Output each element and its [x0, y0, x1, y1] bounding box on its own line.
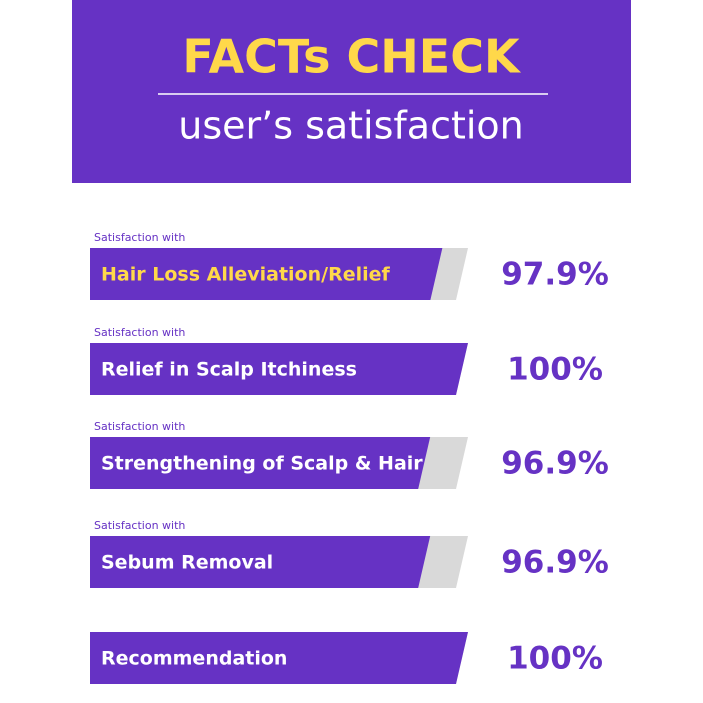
subtitle: user’s satisfaction — [178, 104, 524, 148]
title: FACTs CHECK — [182, 30, 522, 84]
bar-track — [418, 536, 468, 588]
bar-label: Recommendation — [101, 648, 287, 670]
bar-prefix: Satisfaction with — [94, 326, 185, 339]
bar — [90, 632, 468, 684]
bar — [90, 248, 443, 300]
header-panel — [72, 0, 631, 183]
value-label: 96.9% — [501, 446, 609, 482]
value-label: 97.9% — [501, 257, 609, 293]
bar — [90, 437, 431, 489]
value-label: 96.9% — [501, 545, 609, 581]
bar-prefix: Satisfaction with — [94, 420, 185, 433]
bar-track — [430, 248, 468, 300]
bar-label: Sebum Removal — [101, 552, 273, 574]
value-label: 100% — [507, 352, 603, 388]
bar-label: Hair Loss Alleviation/Relief — [101, 264, 390, 286]
bar-prefix: Satisfaction with — [94, 231, 185, 244]
bar-label: Relief in Scalp Itchiness — [101, 359, 357, 381]
bar — [90, 536, 431, 588]
bar — [90, 343, 468, 395]
value-label: 100% — [507, 641, 603, 677]
bar-label: Strengthening of Scalp & Hair — [101, 453, 423, 475]
bar-track — [418, 437, 468, 489]
bar-prefix: Satisfaction with — [94, 519, 185, 532]
